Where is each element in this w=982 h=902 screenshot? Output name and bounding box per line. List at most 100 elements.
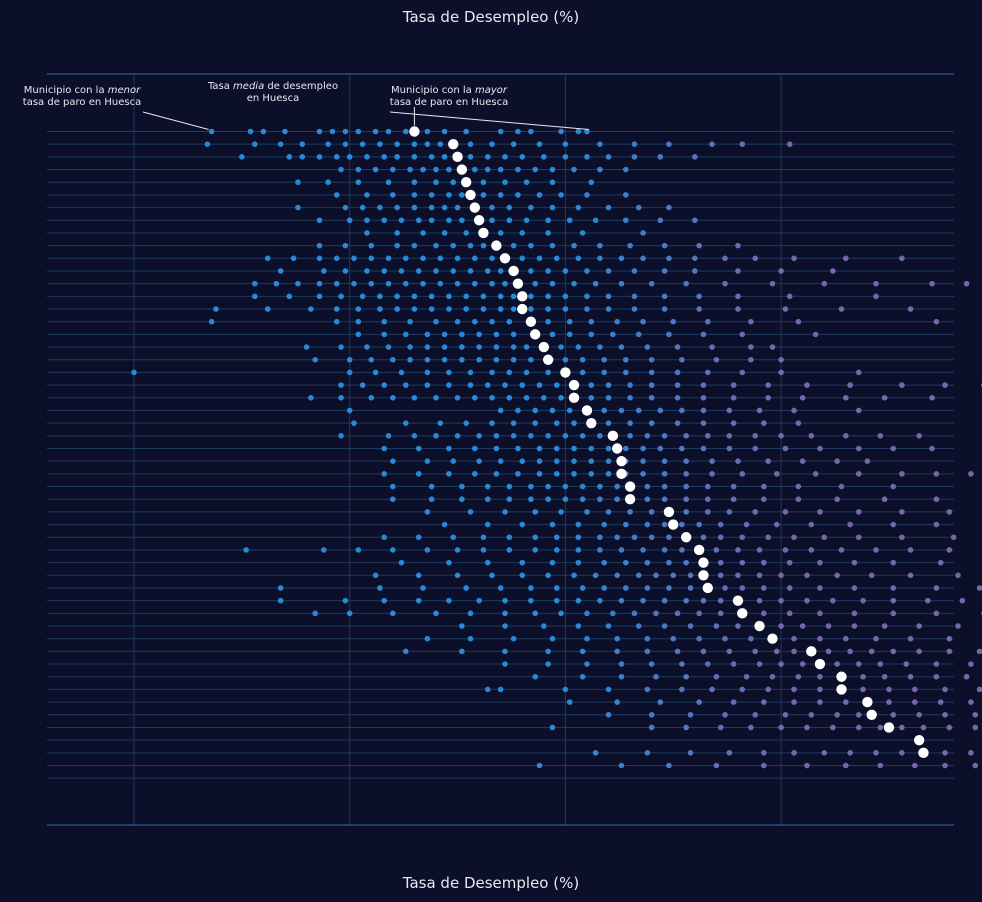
municipality-point [528, 243, 534, 249]
municipality-point [338, 433, 344, 439]
municipality-point [675, 344, 681, 350]
province-mean-marker [698, 570, 708, 580]
municipality-point [662, 484, 668, 490]
municipality-point [584, 636, 590, 642]
municipality-point [640, 255, 646, 261]
municipality-point [368, 395, 374, 401]
municipality-point [347, 611, 353, 617]
municipality-point [649, 281, 655, 287]
annotation-text: Tasa [207, 81, 233, 92]
municipality-point [929, 281, 935, 287]
municipality-point [718, 522, 724, 528]
municipality-point [321, 547, 327, 553]
municipality-point [649, 382, 655, 388]
municipality-point [791, 534, 797, 540]
municipality-point [412, 433, 418, 439]
municipality-point [942, 687, 948, 693]
municipality-point [425, 509, 431, 515]
municipality-point [834, 496, 840, 502]
municipality-point [563, 141, 569, 147]
municipality-point [662, 471, 668, 477]
municipality-point [632, 294, 638, 300]
municipality-point [463, 585, 469, 591]
municipality-point [761, 763, 767, 769]
municipality-point [584, 154, 590, 160]
municipality-point [287, 294, 293, 300]
municipality-point [649, 534, 655, 540]
municipality-point [502, 661, 508, 667]
municipality-point [507, 496, 513, 502]
municipality-point [705, 661, 711, 667]
municipality-point [364, 217, 370, 223]
municipality-point [722, 636, 728, 642]
municipality-point [498, 458, 504, 464]
annotation-text: tasa de paro en Huesca [23, 97, 141, 108]
municipality-point [528, 598, 534, 604]
municipality-point [459, 649, 465, 655]
municipality-point [563, 357, 569, 363]
municipality-point [683, 598, 689, 604]
municipality-point [502, 623, 508, 629]
municipality-point [774, 471, 780, 477]
municipality-point [489, 141, 495, 147]
municipality-point [394, 154, 400, 160]
province-mean-marker [543, 355, 553, 365]
municipality-point [640, 230, 646, 236]
municipality-point [860, 687, 866, 693]
municipality-point [425, 129, 431, 135]
municipality-point [304, 344, 310, 350]
municipality-point [619, 408, 625, 414]
municipality-point [601, 522, 607, 528]
municipality-point [649, 420, 655, 426]
municipality-point [899, 534, 905, 540]
x-axis-title-top: Tasa de Desempleo (%) [402, 8, 579, 26]
municipality-point [683, 509, 689, 515]
municipality-point [485, 687, 491, 693]
municipality-point [463, 294, 469, 300]
municipality-point [856, 370, 862, 376]
municipality-point [433, 395, 439, 401]
municipality-point [640, 446, 646, 452]
province-mean-marker [582, 405, 592, 415]
municipality-point [752, 255, 758, 261]
municipality-point [645, 649, 651, 655]
municipality-point [312, 611, 318, 617]
municipality-point [787, 611, 793, 617]
municipality-point [839, 547, 845, 553]
municipality-point [463, 230, 469, 236]
municipality-point [368, 357, 374, 363]
municipality-point [968, 471, 974, 477]
municipality-point [343, 268, 349, 274]
municipality-point [498, 268, 504, 274]
municipality-point [502, 649, 508, 655]
municipality-point [265, 255, 271, 261]
municipality-point [623, 357, 629, 363]
municipality-point [381, 446, 387, 452]
municipality-point [558, 192, 564, 198]
municipality-point [593, 217, 599, 223]
municipality-point [364, 268, 370, 274]
municipality-point [468, 611, 474, 617]
municipality-point [739, 560, 745, 566]
municipality-point [545, 573, 551, 579]
municipality-point [558, 129, 564, 135]
municipality-point [558, 611, 564, 617]
municipality-point [433, 167, 439, 173]
municipality-point [701, 408, 707, 414]
municipality-point [727, 750, 733, 756]
municipality-point [472, 255, 478, 261]
municipality-point [597, 433, 603, 439]
municipality-point [239, 154, 245, 160]
municipality-point [908, 573, 914, 579]
province-mean-marker [517, 304, 527, 314]
municipality-point [606, 395, 612, 401]
municipality-point [498, 192, 504, 198]
municipality-point [403, 420, 409, 426]
municipality-point [519, 230, 525, 236]
municipality-point [252, 141, 258, 147]
municipality-point [696, 636, 702, 642]
municipality-point [882, 623, 888, 629]
municipality-point [576, 205, 582, 211]
municipality-point [541, 623, 547, 629]
municipality-point [403, 281, 409, 287]
